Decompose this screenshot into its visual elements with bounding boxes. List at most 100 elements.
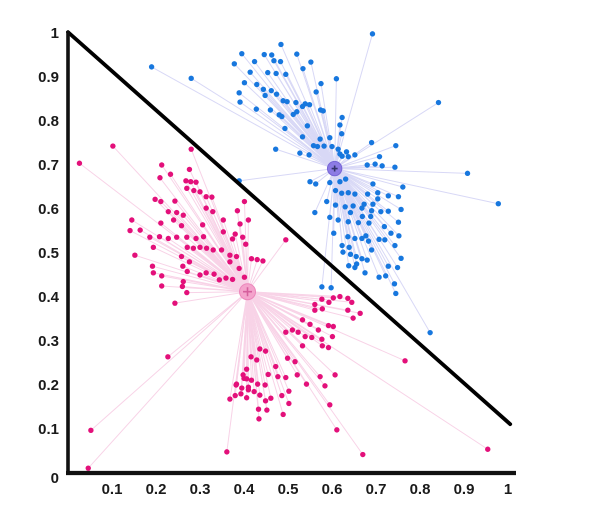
- cluster-pink-point: [245, 387, 252, 393]
- cluster-blue-point: [338, 190, 345, 196]
- cluster-blue-connector-line: [275, 148, 335, 169]
- cluster-blue-connector-line: [334, 168, 344, 253]
- cluster-blue-point: [239, 50, 245, 57]
- cluster-blue-connector-line: [309, 104, 336, 169]
- cluster-pink-point: [159, 162, 165, 168]
- cluster-pink-point: [184, 268, 190, 275]
- x-tick-label: 1: [504, 481, 512, 498]
- cluster-blue-connector-line: [334, 168, 397, 294]
- cluster-blue-point: [299, 134, 306, 140]
- cluster-pink-point: [255, 406, 262, 412]
- cluster-pink-connector-line: [247, 291, 307, 385]
- cluster-pink-connector-line: [152, 265, 248, 293]
- cluster-blue-point: [284, 98, 290, 105]
- cluster-blue-connector-line: [314, 168, 336, 213]
- cluster-blue-point: [253, 106, 260, 112]
- cluster-pink-connector-line: [247, 291, 352, 303]
- cluster-blue-connector-line: [334, 168, 499, 205]
- cluster-pink-point: [254, 381, 261, 387]
- cluster-pink-point: [229, 236, 236, 242]
- cluster-blue-connector-line: [334, 168, 402, 259]
- cluster-pink-connector-line: [247, 291, 354, 319]
- cluster-pink-point: [332, 372, 338, 378]
- cluster-pink-point: [283, 374, 289, 381]
- cluster-pink-point: [303, 381, 310, 387]
- cluster-blue-point: [345, 190, 351, 196]
- cluster-blue-connector-line: [334, 78, 337, 169]
- cluster-pink-connector-line: [193, 190, 248, 292]
- cluster-pink-connector-line: [247, 291, 326, 387]
- cluster-blue-point: [335, 146, 341, 152]
- cluster-blue-point: [396, 233, 402, 239]
- cluster-blue-point: [376, 274, 382, 280]
- cluster-pink-point: [284, 355, 291, 361]
- cluster-blue-connector-line: [306, 125, 336, 169]
- cluster-pink-point: [236, 265, 242, 272]
- cluster-blue-point: [269, 52, 275, 58]
- cluster-blue-point: [337, 179, 343, 185]
- y-tick-label: 0.8: [38, 113, 59, 130]
- cluster-blue-point: [368, 213, 374, 220]
- cluster-blue-connector-line: [321, 168, 336, 287]
- cluster-blue-point: [306, 152, 312, 158]
- cluster-pink-point: [312, 301, 318, 308]
- cluster-pink-point: [286, 400, 292, 407]
- cluster-blue-connector-line: [334, 168, 468, 174]
- cluster-blue-point: [237, 99, 243, 105]
- cluster-pink-point: [239, 385, 245, 391]
- cluster-pink-point: [234, 208, 241, 214]
- cluster-pink-point: [173, 234, 180, 240]
- cluster-pink-point: [325, 344, 332, 351]
- cluster-blue-point: [299, 103, 306, 110]
- cluster-pink-point: [289, 327, 296, 333]
- cluster-pink-connector-line: [247, 291, 334, 327]
- cluster-blue-point: [368, 247, 375, 253]
- cluster-pink-point: [147, 234, 153, 240]
- cluster-blue-point: [391, 281, 398, 287]
- cluster-blue-point: [346, 263, 352, 269]
- cluster-blue-point: [368, 139, 375, 146]
- cluster-blue-connector-line: [334, 156, 380, 170]
- cluster-blue-point: [359, 213, 366, 220]
- cluster-pink-point: [180, 263, 186, 269]
- y-tick-label: 0.2: [38, 377, 59, 394]
- cluster-pink-point: [193, 235, 199, 242]
- x-tick-label: 0.2: [146, 481, 167, 498]
- cluster-blue-point: [362, 270, 368, 276]
- cluster-blue-point: [251, 58, 258, 65]
- cluster-pink-point: [180, 278, 186, 285]
- cluster-blue-point: [321, 143, 327, 149]
- cluster-blue-point: [279, 113, 285, 120]
- cluster-pink-connector-line: [247, 291, 336, 376]
- y-tick-label: 0.6: [38, 201, 59, 218]
- cluster-blue-point: [382, 273, 389, 279]
- cluster-blue-point: [320, 108, 326, 114]
- cluster-pink-point: [179, 283, 186, 290]
- cluster-blue-point: [313, 181, 319, 187]
- cluster-pink-connector-line: [247, 291, 290, 392]
- cluster-blue-connector-line: [334, 168, 350, 266]
- cluster-pink-point: [319, 343, 326, 349]
- cluster-pink-connector-line: [247, 291, 268, 411]
- cluster-blue-point: [368, 208, 375, 214]
- cluster-blue-connector-line: [334, 168, 398, 268]
- cluster-pink-point: [233, 381, 240, 387]
- cluster-pink-connector-line: [186, 291, 248, 294]
- cluster-pink-point: [149, 263, 156, 269]
- cluster-pink-point: [256, 416, 262, 422]
- cluster-pink-point: [319, 336, 325, 342]
- y-tick-label: 0.9: [38, 69, 59, 86]
- cluster-pink-point: [322, 383, 328, 389]
- cluster-blue-point: [271, 58, 277, 64]
- cluster-blue-point: [350, 203, 356, 209]
- cluster-blue-point: [378, 208, 384, 215]
- cluster-blue-connector-line: [334, 102, 439, 169]
- cluster-pink-point: [167, 171, 174, 177]
- cluster-pink-point: [317, 373, 323, 380]
- y-tick-label: 0: [51, 470, 59, 487]
- cluster-pink-point: [220, 217, 227, 223]
- cluster-blue-connector-line: [239, 101, 335, 169]
- cluster-pink-point: [150, 244, 157, 250]
- cluster-blue-point: [273, 70, 279, 77]
